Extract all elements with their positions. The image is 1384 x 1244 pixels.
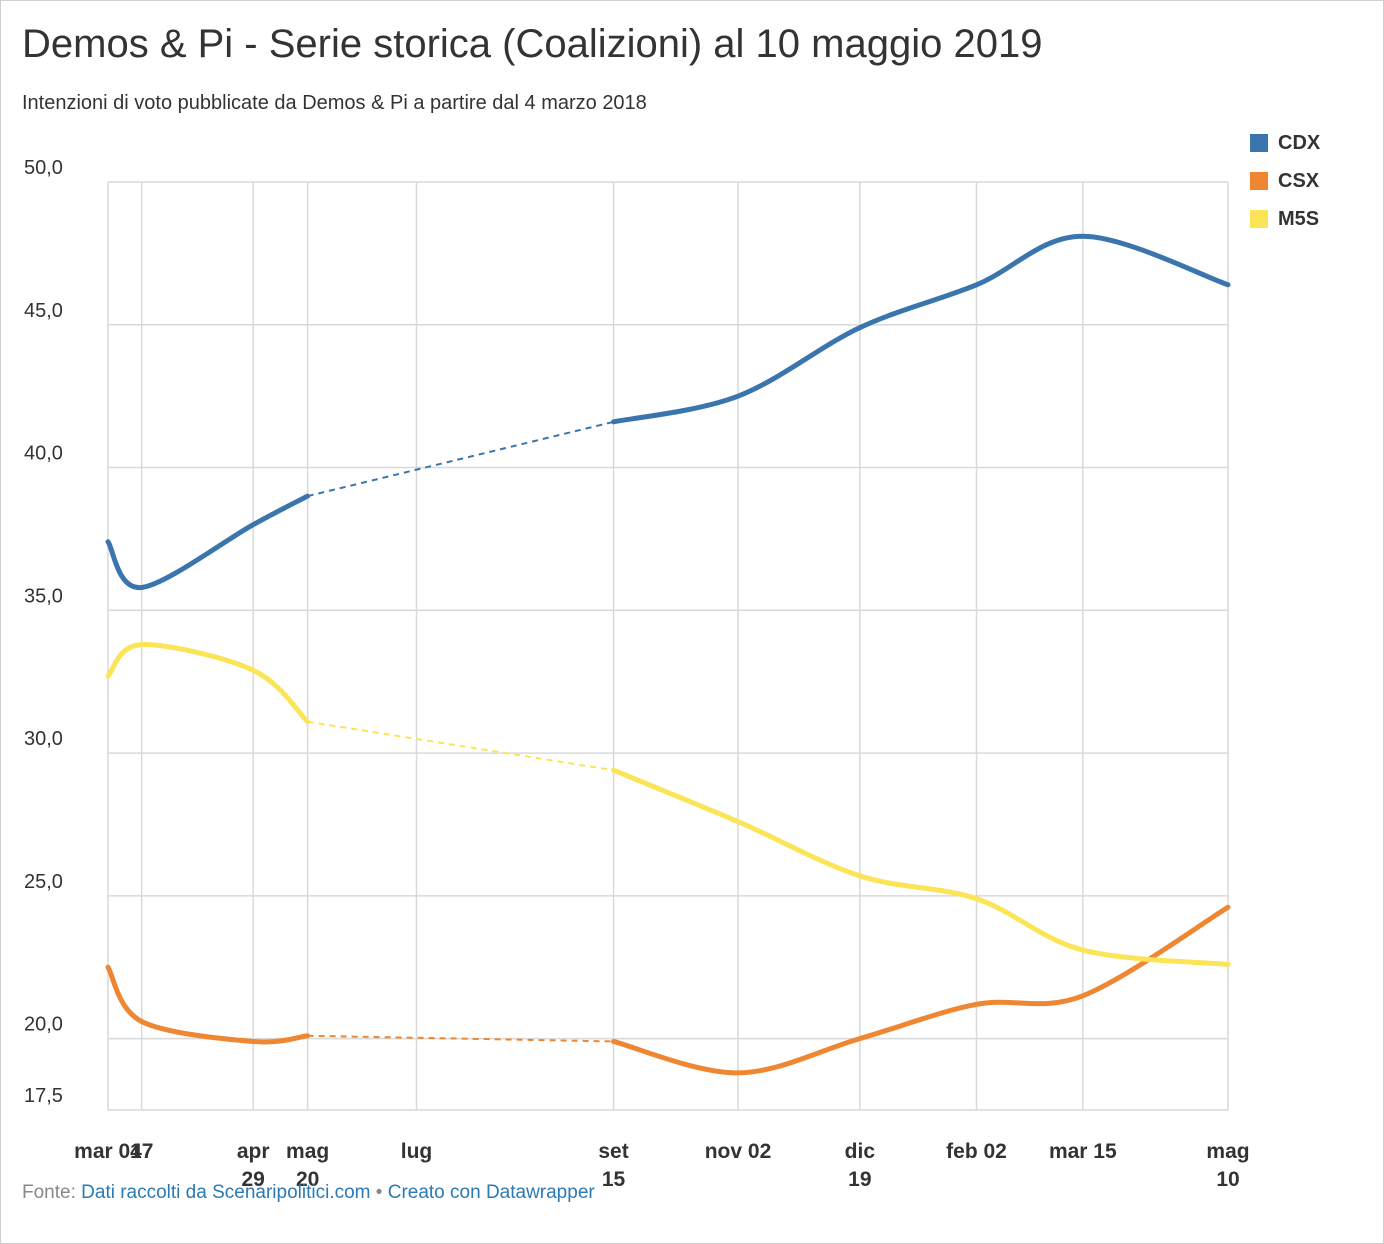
source-line: Fonte: Dati raccolti da Scenaripolitici.…	[22, 1182, 595, 1204]
x-tick-label: apr 29	[237, 1140, 270, 1191]
chart-title: Demos & Pi - Serie storica (Coalizioni) …	[22, 22, 1043, 66]
series-line-csx-b	[611, 904, 1231, 1076]
tool-link[interactable]: Creato con Datawrapper	[387, 1182, 595, 1203]
x-tick-label: lug	[401, 1140, 433, 1163]
legend-label-csx: CSX	[1278, 169, 1320, 192]
x-tick-label: nov 02	[705, 1140, 772, 1163]
series-line-csx-a	[105, 964, 311, 1045]
series-line-cdx-a	[105, 493, 311, 590]
legend-item-cdx[interactable]: CDX	[1250, 124, 1320, 162]
series-line-m5s-b	[611, 767, 1231, 967]
x-tick-label: dic 19	[845, 1140, 876, 1191]
x-tick-label: mag 10	[1206, 1140, 1249, 1191]
source-separator: •	[375, 1182, 383, 1203]
grid-layer	[107, 181, 1229, 1111]
y-tick-label: 45,0	[24, 300, 63, 322]
y-tick-label: 35,0	[24, 585, 63, 607]
legend-label-m5s: M5S	[1278, 207, 1320, 230]
source-prefix: Fonte:	[22, 1182, 76, 1203]
y-tick-label: 25,0	[24, 871, 63, 893]
x-tick-label: 17	[130, 1140, 153, 1163]
series-gap-m5s	[307, 720, 614, 772]
series-line-cdx-b	[611, 233, 1231, 425]
y-axis-ticks: 50,0 45,0 40,0 35,0 30,0 25,0 20,0 17,5	[24, 157, 63, 1107]
legend: CDX CSX M5S	[1250, 124, 1320, 238]
series-layer	[105, 233, 1231, 1076]
series-gap-cdx	[307, 420, 614, 498]
y-tick-label: 40,0	[24, 443, 63, 465]
chart-subtitle: Intenzioni di voto pubblicate da Demos &…	[22, 92, 647, 114]
x-tick-label: set 15	[598, 1140, 628, 1191]
x-tick-label: mar 15	[1049, 1140, 1117, 1163]
x-tick-label: feb 02	[946, 1140, 1007, 1163]
legend-swatch-csx	[1250, 172, 1268, 190]
series-gap-csx	[307, 1034, 614, 1043]
y-tick-label: 50,0	[24, 157, 63, 179]
legend-swatch-cdx	[1250, 134, 1268, 152]
legend-item-csx[interactable]: CSX	[1250, 162, 1320, 200]
legend-label-cdx: CDX	[1278, 131, 1321, 154]
y-tick-label: 17,5	[24, 1085, 63, 1107]
source-link[interactable]: Dati raccolti da Scenaripolitici.com	[81, 1182, 371, 1203]
series-line-m5s-a	[105, 642, 311, 725]
y-tick-label: 30,0	[24, 728, 63, 750]
legend-item-m5s[interactable]: M5S	[1250, 200, 1320, 238]
x-tick-label: mar 04	[74, 1140, 142, 1163]
legend-swatch-m5s	[1250, 210, 1268, 228]
x-tick-label: mag 20	[286, 1140, 329, 1191]
y-tick-label: 20,0	[24, 1014, 63, 1036]
